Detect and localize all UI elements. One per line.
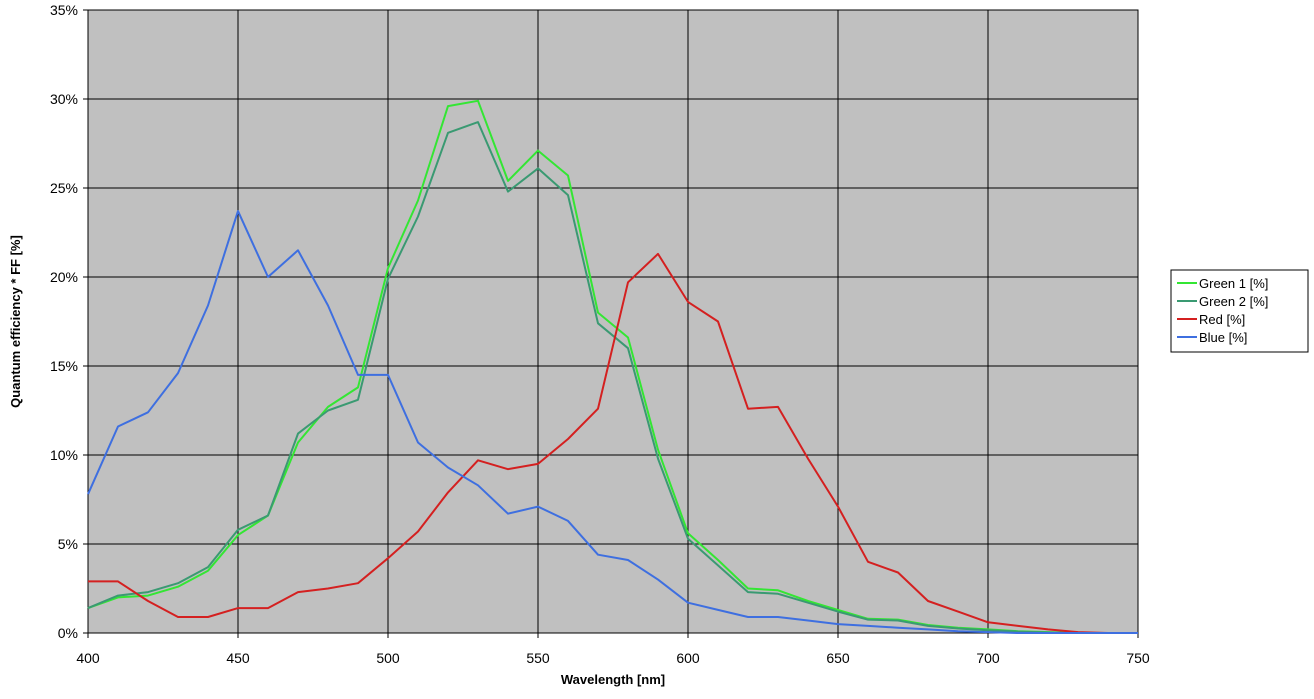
series-line-blue — [87, 210, 1138, 634]
y-tick-label: 35% — [50, 2, 78, 18]
tick-labels: 0% 5% 10% 15% 20% 25% 30% 35% 400 450 500 550 600 650… — [50, 2, 1150, 666]
y-tick-label: 0% — [58, 625, 78, 641]
y-axis-title: Quantum efficiency * FF [%] — [8, 235, 23, 408]
x-tick-label: 550 — [526, 650, 550, 666]
y-tick-label: 20% — [50, 269, 78, 285]
x-axis-title: Wavelength [nm] — [561, 672, 665, 687]
x-tick-label: 400 — [76, 650, 100, 666]
plot-border — [87, 9, 1139, 634]
y-tick-label: 30% — [50, 91, 78, 107]
x-tick-label: 500 — [376, 650, 400, 666]
x-tick-label: 750 — [1126, 650, 1150, 666]
y-tick-label: 15% — [50, 358, 78, 374]
legend-entry: Green 2 [%] — [1199, 294, 1268, 309]
legend-entry: Blue [%] — [1199, 330, 1247, 345]
legend-entry: Green 1 [%] — [1199, 276, 1268, 291]
y-tick-label: 25% — [50, 180, 78, 196]
series-lines — [87, 99, 1138, 634]
x-tick-label: 650 — [826, 650, 850, 666]
x-tick-label: 600 — [676, 650, 700, 666]
legend-entry: Red [%] — [1199, 312, 1245, 327]
y-tick-label: 5% — [58, 536, 78, 552]
plot-area — [87, 9, 1139, 634]
x-tick-label: 700 — [976, 650, 1000, 666]
x-tick-label: 450 — [226, 650, 250, 666]
legend: Green 1 [%] Green 2 [%] Red [%] Blue [%] — [1170, 269, 1309, 353]
grid-lines — [83, 9, 1139, 638]
series-line-green-2 — [87, 121, 1138, 634]
y-tick-label: 10% — [50, 447, 78, 463]
series-line-red — [88, 252, 1138, 634]
